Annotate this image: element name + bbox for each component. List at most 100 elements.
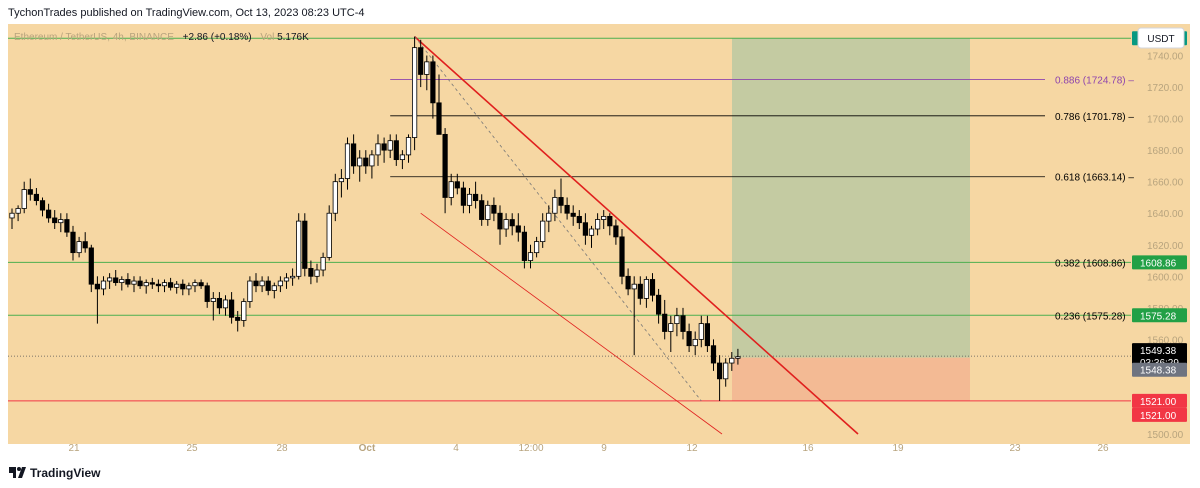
candle-body (399, 154, 406, 161)
candle-body (204, 285, 210, 302)
candle-body (735, 356, 741, 359)
candle-body (216, 297, 222, 309)
candle-body (265, 280, 271, 291)
candle-body (52, 217, 58, 224)
candle-body (588, 228, 595, 236)
loss-zone (732, 357, 970, 401)
currency-label: USDT (1147, 34, 1174, 45)
candle-body (454, 181, 460, 189)
candle-body (601, 215, 607, 220)
candle-body (143, 282, 149, 287)
y-tick-label: 1700.00 (1147, 115, 1184, 126)
x-tick-label: 23 (1009, 443, 1021, 454)
candle-body (491, 204, 497, 214)
fib-label: 0.618 (1663.14) – (1055, 173, 1134, 184)
candle-body (137, 280, 143, 287)
price-badge-label: 1521.00 (1140, 397, 1177, 408)
candle-body (76, 241, 82, 254)
candle-body (552, 197, 558, 214)
candle-body (326, 212, 332, 258)
candle-body (350, 143, 357, 167)
candle-body (497, 212, 503, 230)
candle-body (649, 279, 656, 296)
candle-body (253, 280, 259, 287)
candle-body (320, 256, 326, 271)
candle-body (460, 187, 467, 206)
candle-body (277, 280, 284, 287)
candle-body (405, 137, 412, 156)
candle-body (466, 193, 473, 206)
candle-body (436, 102, 442, 135)
candle-body (710, 345, 717, 364)
candle-body (332, 181, 338, 214)
candle-body (534, 241, 540, 254)
candle-body (186, 285, 192, 290)
candle-body (595, 219, 601, 230)
y-tick-label: 1720.00 (1147, 83, 1184, 94)
candle-body (509, 219, 515, 227)
descending-channel[interactable] (414, 36, 859, 435)
candle-body (381, 143, 387, 151)
candle-body (472, 193, 479, 202)
candle-body (521, 231, 528, 261)
candle-body (643, 279, 650, 299)
candle-body (576, 215, 582, 224)
candle-body (94, 283, 100, 290)
candle-body (680, 315, 686, 332)
candle-body (15, 208, 21, 214)
y-tick-label: 1600.00 (1147, 272, 1184, 283)
candle-body (125, 279, 131, 285)
candle-body (375, 143, 381, 156)
candle-body (155, 283, 161, 287)
fib-label: 0.786 (1701.78) – (1055, 112, 1134, 123)
candle-body (21, 189, 27, 209)
fib-label: 0.236 (1575.28) (1055, 311, 1126, 322)
x-tick-label: 12:00 (518, 443, 543, 454)
candle-body (149, 282, 155, 285)
brand-label: TradingView (30, 466, 101, 480)
candle-body (64, 219, 70, 233)
candle-body (558, 197, 564, 206)
candles (9, 36, 741, 401)
candle-body (485, 204, 491, 220)
candle-body (564, 204, 570, 214)
currency-button[interactable]: USDT (1137, 27, 1185, 49)
price-badge (1132, 343, 1187, 370)
candle-body (338, 178, 345, 183)
candle-body (247, 280, 253, 302)
candle-body (296, 220, 302, 277)
candle-body (210, 297, 216, 302)
price-change: +2.86 (+0.18%) (183, 32, 252, 43)
candle-body (107, 277, 113, 282)
candle-body (119, 279, 125, 284)
candle-body (448, 181, 454, 198)
candle-body (222, 299, 229, 309)
price-badge-label: 1575.28 (1140, 311, 1177, 322)
candle-body (33, 193, 40, 202)
price-badge (1132, 308, 1187, 323)
candle-body (228, 299, 235, 318)
candle-body (180, 283, 186, 290)
tradingview-logo[interactable]: TradingView (9, 466, 101, 480)
candle-body (546, 212, 552, 222)
candle-body (527, 252, 534, 261)
candle-body (686, 331, 692, 347)
volume-label: Vol (260, 32, 274, 43)
candle-body (241, 301, 247, 321)
candle-body (357, 157, 363, 167)
price-badge-label: 1549.38 (1140, 346, 1177, 357)
x-tick-label: 4 (453, 443, 459, 454)
candle-body (302, 220, 308, 269)
candle-body (39, 200, 46, 211)
fib-label: 0.886 (1724.78) – (1055, 76, 1134, 87)
candle-body (723, 362, 729, 380)
candle-body (668, 323, 674, 332)
price-badge (1132, 362, 1187, 377)
candle-body (174, 283, 180, 288)
candle-body (674, 315, 680, 325)
x-tick-label: 21 (68, 443, 80, 454)
fib-label: 0.382 (1608.86) (1055, 258, 1126, 269)
candle-body (582, 222, 589, 236)
candle-body (411, 47, 418, 138)
